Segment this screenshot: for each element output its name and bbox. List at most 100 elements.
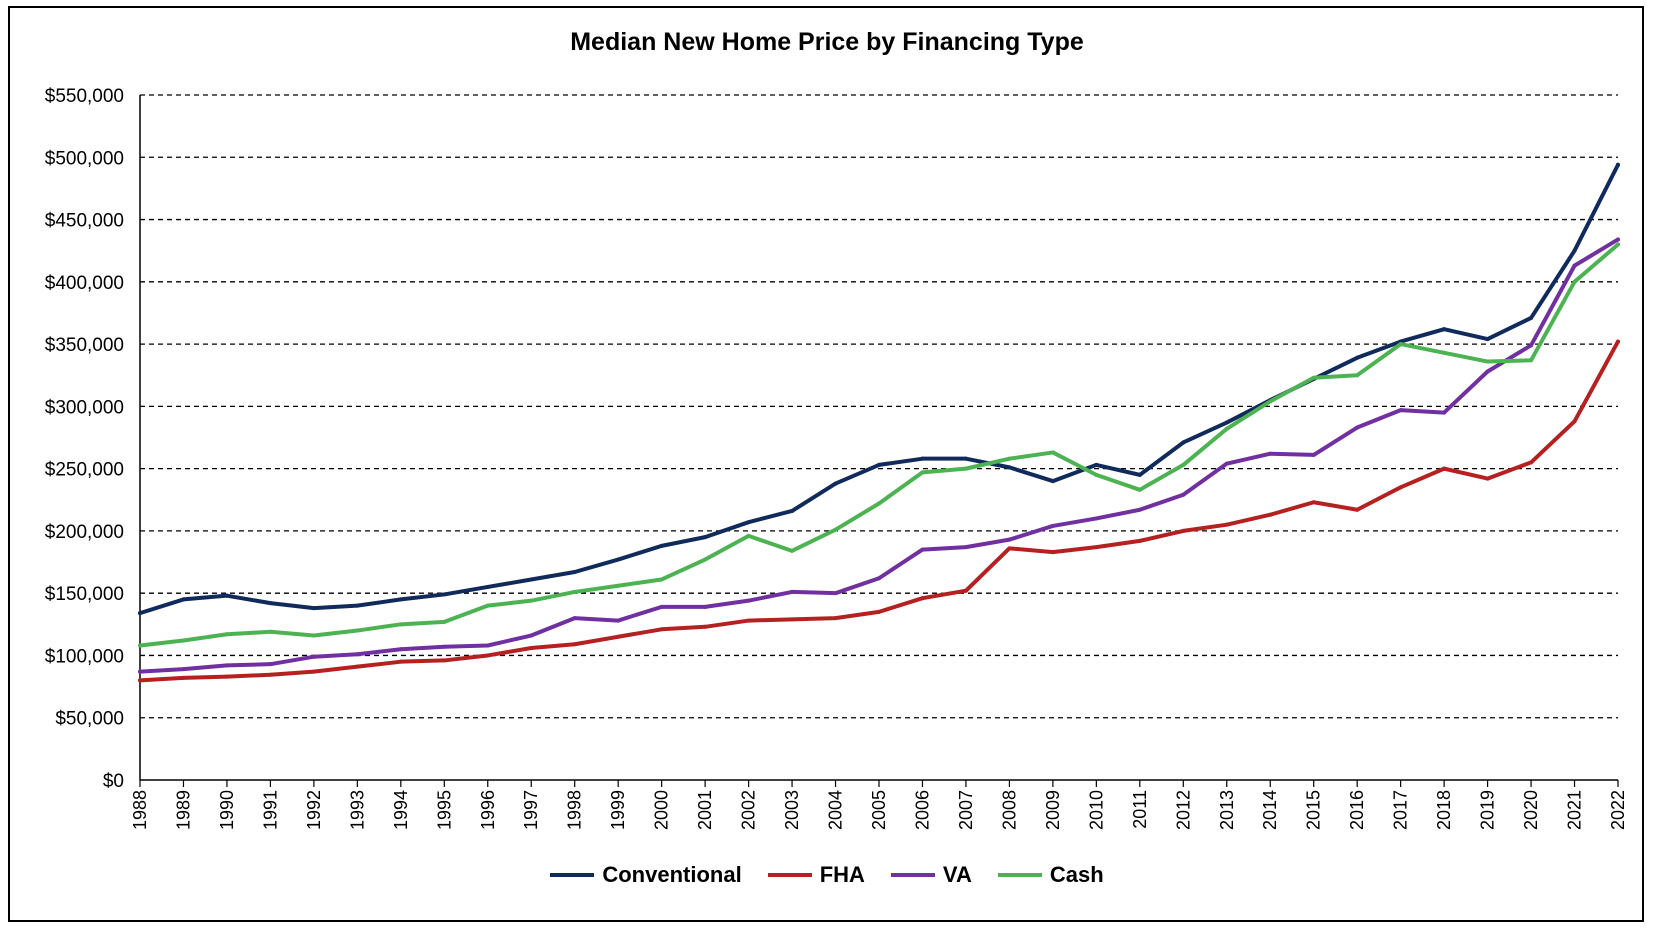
data-point [355,664,360,669]
y-tick-label: $500,000 [45,148,124,169]
data-point [1094,516,1099,521]
data-point [1224,426,1229,431]
chart-frame [8,6,1644,922]
data-point [833,527,838,532]
x-axis-ticks: 1988 1989 1990 1991 1992 1993 1994 1995 1996 1997… [130,780,1628,830]
data-point [1398,342,1403,347]
data-point [1485,369,1490,374]
data-point [442,592,447,597]
data-point [1442,410,1447,415]
data-point [529,633,534,638]
x-tick-label: 2020 [1521,790,1541,830]
data-point [703,624,708,629]
legend-swatch [997,873,1042,877]
data-point [572,616,577,621]
data-point [1355,507,1360,512]
data-point [1007,546,1012,551]
data-point [398,622,403,627]
legend-item-cash: Cash [997,862,1104,888]
data-point [355,652,360,657]
data-point [572,570,577,575]
data-point [485,584,490,589]
series-va [138,237,1620,674]
data-point [311,654,316,659]
data-point [442,644,447,649]
x-tick-label: 1999 [608,790,628,830]
gridlines [140,94,1618,719]
data-point [920,470,925,475]
y-tick-label: $300,000 [45,397,124,418]
y-tick-label: $400,000 [45,273,124,294]
data-point [442,658,447,663]
x-tick-label: 1997 [521,790,541,830]
x-tick-label: 1988 [130,790,150,830]
legend-swatch [550,873,595,877]
data-point [703,535,708,540]
data-point [1355,355,1360,360]
data-point [963,456,968,461]
data-point [1572,279,1577,284]
data-point [1094,545,1099,550]
data-point [1616,242,1620,247]
x-tick-label: 2005 [869,790,889,830]
data-point [1137,538,1142,543]
data-point [616,634,621,639]
data-point [833,616,838,621]
data-point [1224,420,1229,425]
legend-label: FHA [819,862,865,887]
data-point [616,583,621,588]
data-point [181,597,186,602]
data-point [1442,466,1447,471]
data-point [659,604,664,609]
data-point [1572,263,1577,268]
legend-swatch [890,873,935,877]
x-tick-label: 2022 [1608,790,1628,830]
data-point [1181,492,1186,497]
data-point [572,642,577,647]
data-point [1137,472,1142,477]
data-point [1137,487,1142,492]
x-tick-label: 1995 [434,790,454,830]
data-point [963,545,968,550]
data-point [963,466,968,471]
data-point [224,674,229,679]
series-cash [138,242,1620,648]
x-tick-label: 2019 [1478,790,1498,830]
data-point [529,598,534,603]
data-point [790,589,795,594]
y-tick-label: $50,000 [55,709,124,730]
data-point [746,520,751,525]
y-tick-label: $550,000 [45,86,124,107]
data-point [1094,462,1099,467]
data-point [1529,315,1534,320]
data-point [181,667,186,672]
data-point [1224,522,1229,527]
data-point [833,591,838,596]
data-point [1529,343,1534,348]
x-tick-label: 2002 [739,790,759,830]
data-point [224,593,229,598]
data-point [1485,359,1490,364]
data-point [529,577,534,582]
data-point [1007,537,1012,542]
y-tick-label: $0 [103,771,124,792]
data-point [1268,399,1273,404]
data-point [355,603,360,608]
data-point [703,604,708,609]
series-conventional [138,162,1620,616]
data-point [877,576,881,581]
data-point [355,628,360,633]
data-point [311,606,316,611]
data-point [485,603,490,608]
data-point [1572,248,1577,253]
data-point [1268,451,1273,456]
x-tick-label: 2006 [912,790,932,830]
x-tick-label: 2000 [652,790,672,830]
data-point [138,678,142,683]
y-tick-label: $150,000 [45,584,124,605]
data-point [1311,375,1316,380]
data-point [1181,440,1186,445]
x-tick-label: 2009 [1043,790,1063,830]
x-tick-label: 1991 [260,790,280,830]
